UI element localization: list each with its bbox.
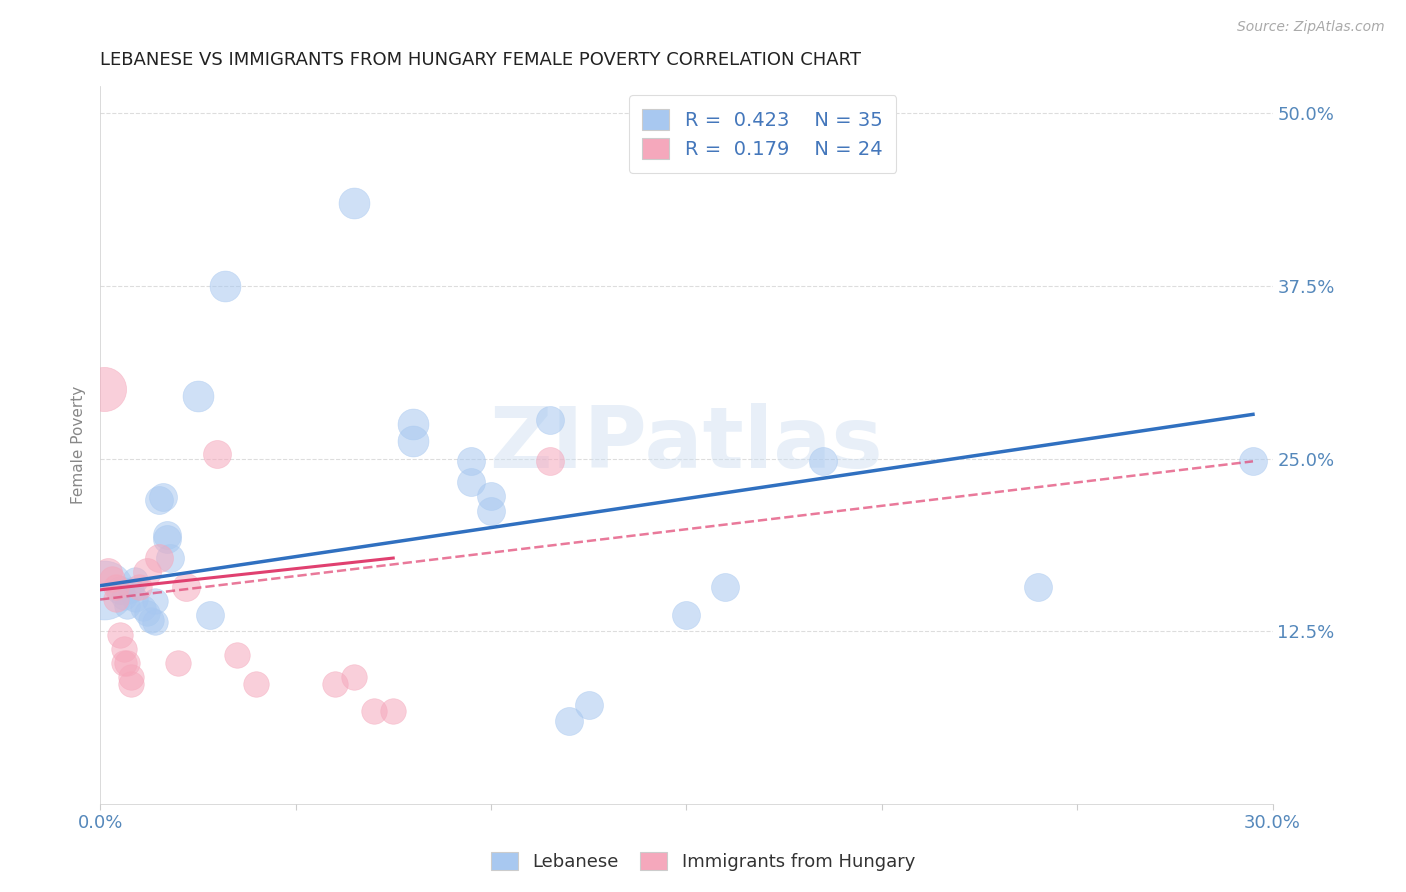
Point (538, 454, 561, 468)
Legend: R =  0.423    N = 35, R =  0.179    N = 24: R = 0.423 N = 35, R = 0.179 N = 24 (628, 95, 897, 173)
Point (558, 714, 581, 728)
Point (152, 490, 174, 504)
Point (460, 475, 482, 489)
Point (97, 565, 120, 579)
Point (167, 656, 190, 670)
Point (198, 607, 221, 622)
Text: Source: ZipAtlas.com: Source: ZipAtlas.com (1237, 20, 1385, 34)
Point (112, 642, 135, 657)
Point (1026, 580, 1049, 594)
Point (155, 527, 177, 541)
Text: LEBANESE VS IMMIGRANTS FROM HUNGARY FEMALE POVERTY CORRELATION CHART: LEBANESE VS IMMIGRANTS FROM HUNGARY FEMA… (100, 51, 860, 69)
Point (155, 532, 177, 546)
Point (104, 592, 127, 607)
Point (108, 582, 131, 597)
Point (207, 447, 229, 461)
Point (136, 607, 159, 621)
Point (402, 417, 425, 431)
Point (343, 670, 366, 684)
Point (124, 573, 146, 587)
Point (714, 580, 737, 594)
Point (108, 628, 131, 642)
Point (93, 383, 115, 397)
Point (479, 489, 502, 503)
Point (402, 434, 425, 448)
Point (143, 615, 166, 629)
Point (382, 705, 405, 719)
Point (460, 454, 482, 468)
Point (811, 454, 834, 468)
Point (120, 582, 142, 597)
Point (675, 607, 697, 622)
Point (93, 582, 115, 597)
Point (104, 580, 127, 594)
Point (128, 580, 150, 594)
Point (479, 504, 502, 518)
Point (132, 600, 155, 615)
Point (1241, 454, 1264, 468)
Point (139, 613, 162, 627)
Point (148, 551, 170, 566)
Point (187, 389, 209, 403)
Point (112, 590, 135, 604)
Text: ZIPatlas: ZIPatlas (489, 403, 883, 486)
Point (112, 656, 135, 670)
Point (159, 551, 181, 566)
Point (323, 677, 346, 691)
Point (101, 572, 124, 586)
Point (120, 677, 142, 691)
Point (117, 656, 139, 670)
Point (538, 413, 561, 427)
Legend: Lebanese, Immigrants from Hungary: Lebanese, Immigrants from Hungary (484, 845, 922, 879)
Point (578, 698, 600, 712)
Point (148, 493, 170, 508)
Point (214, 278, 236, 293)
Point (117, 599, 139, 614)
Point (343, 196, 366, 211)
Point (174, 580, 197, 594)
Point (245, 677, 267, 691)
Point (124, 592, 146, 607)
Point (136, 565, 159, 579)
Point (225, 648, 247, 662)
Point (363, 705, 385, 719)
Y-axis label: Female Poverty: Female Poverty (72, 385, 86, 504)
Point (120, 670, 142, 684)
Point (143, 594, 166, 608)
